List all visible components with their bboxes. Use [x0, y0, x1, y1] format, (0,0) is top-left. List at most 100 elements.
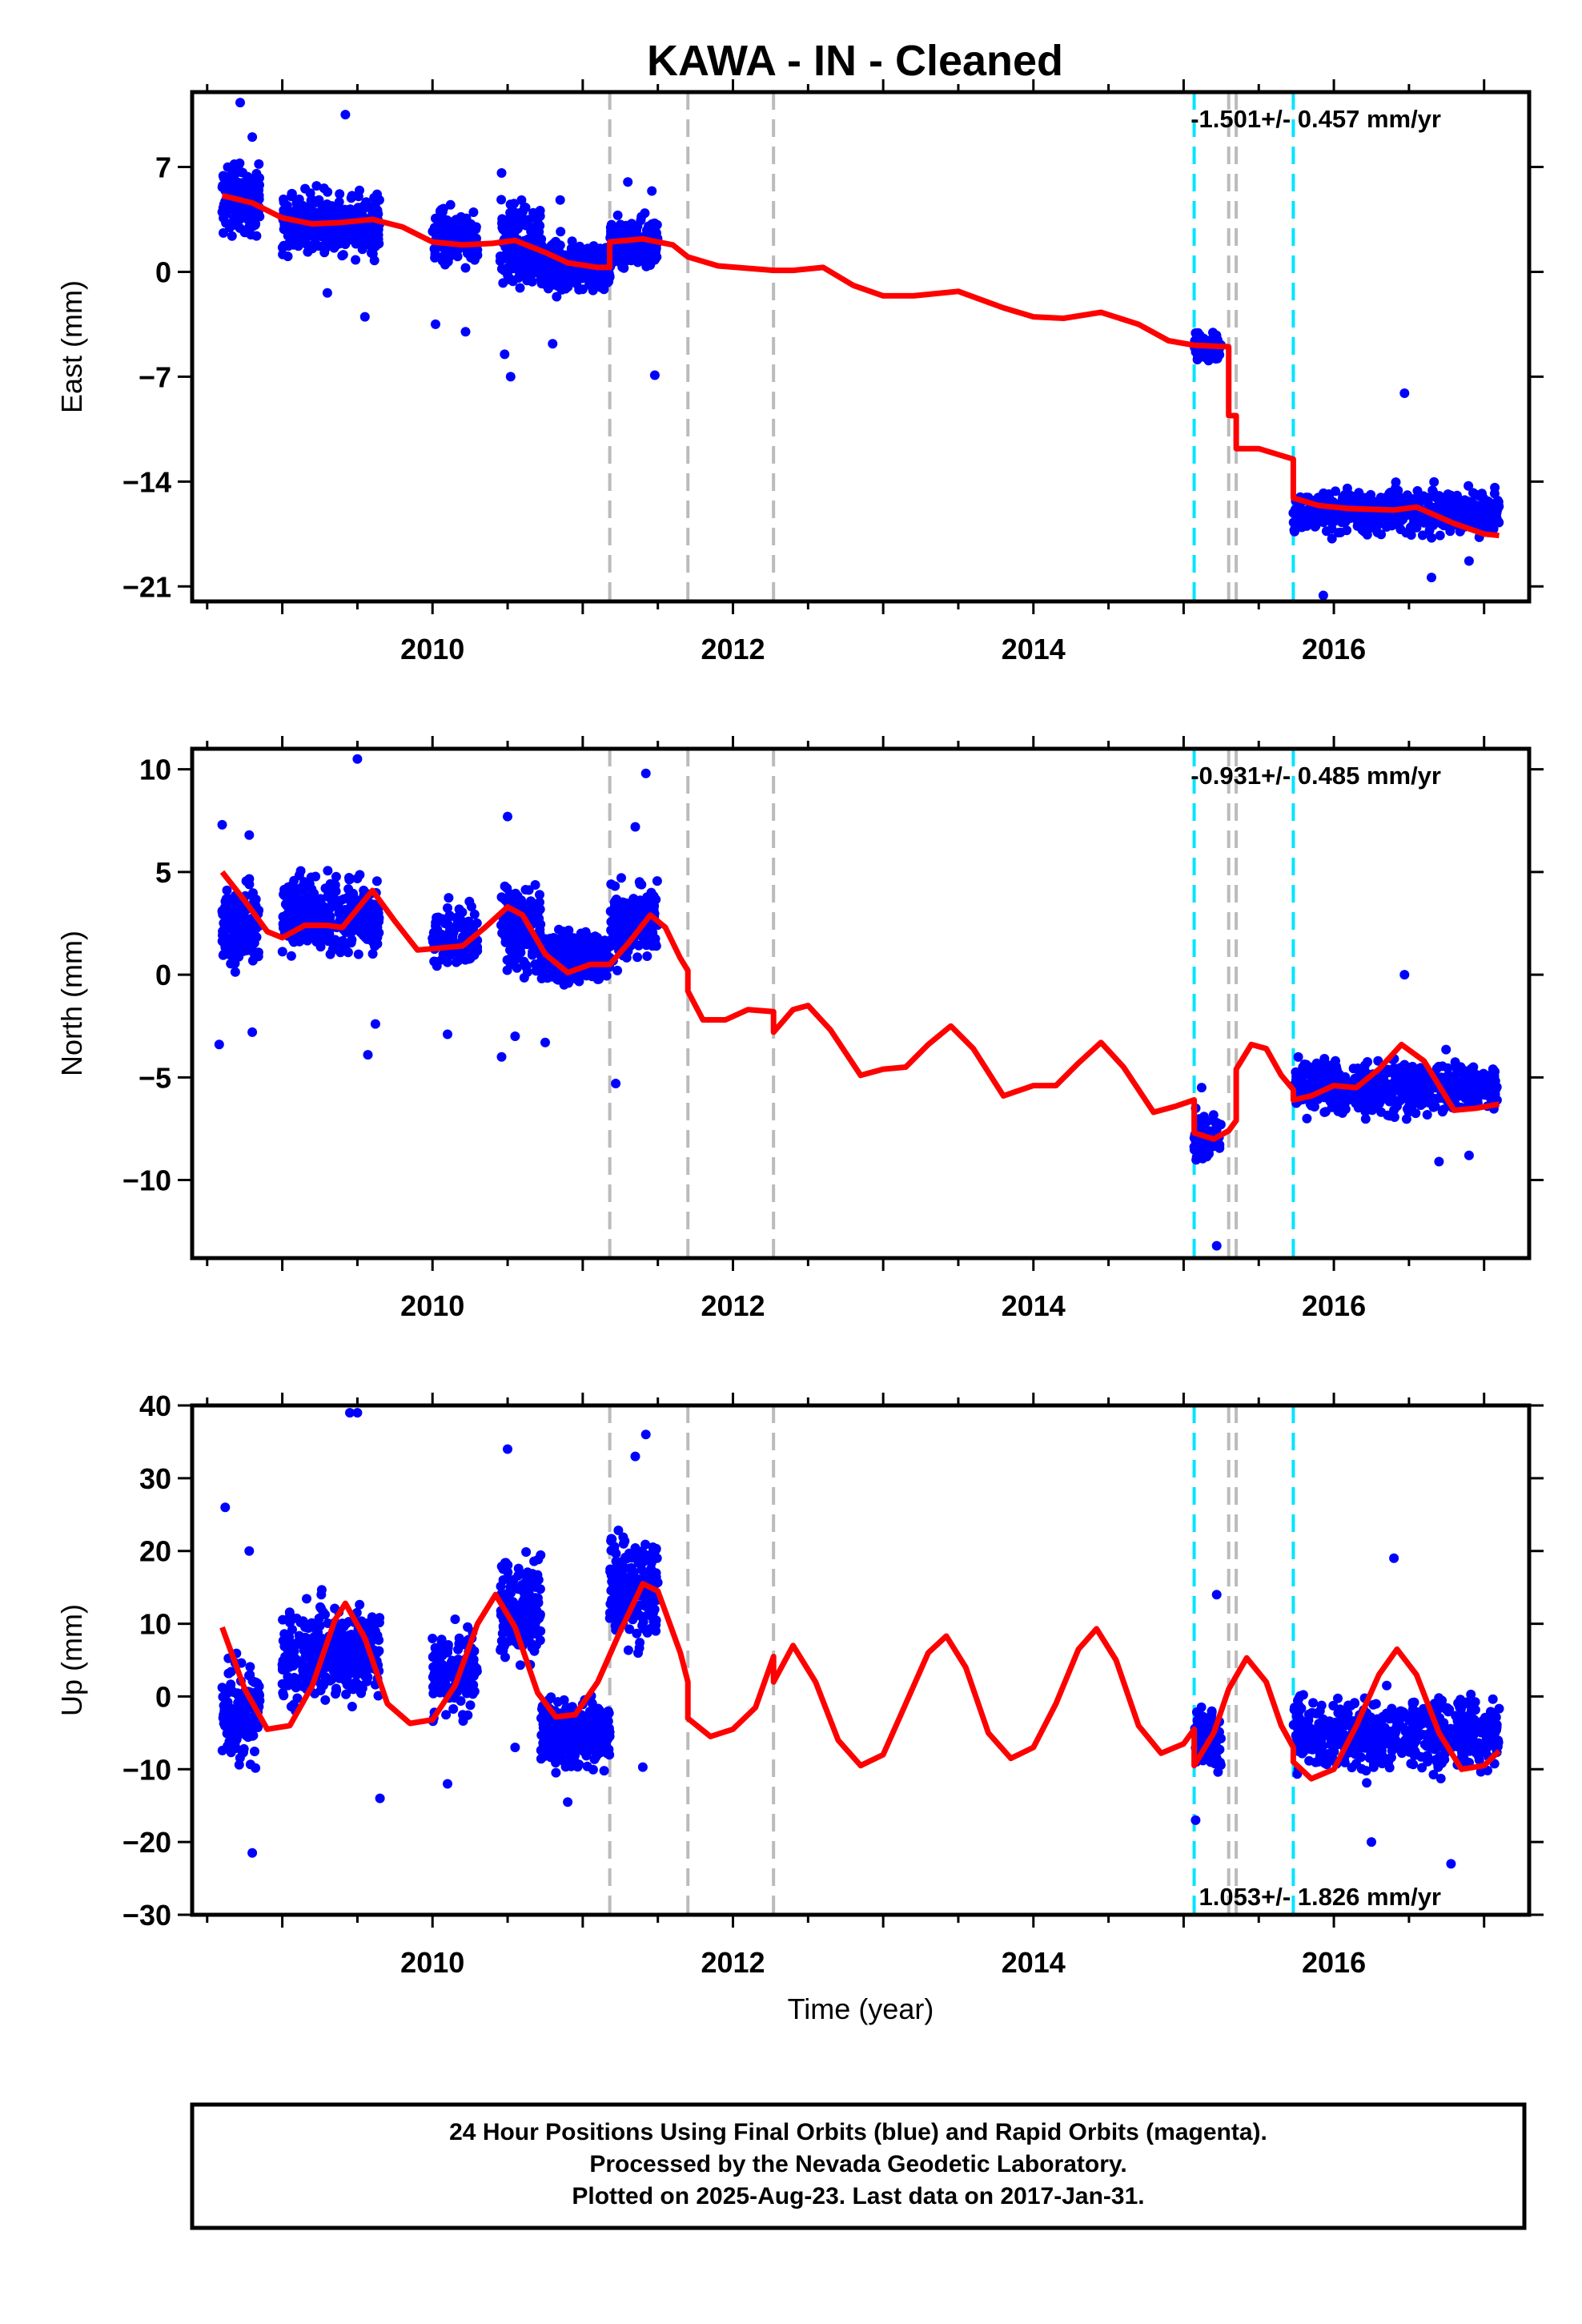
data-point [331, 871, 341, 882]
data-point [315, 902, 325, 912]
data-point [1305, 1078, 1315, 1088]
data-point [1331, 1055, 1340, 1066]
data-point [516, 211, 527, 222]
data-point [502, 927, 512, 938]
data-point [340, 110, 351, 120]
data-point [429, 243, 440, 254]
data-point [551, 236, 561, 247]
data-point [355, 185, 364, 195]
data-point [217, 1745, 227, 1755]
data-point [278, 1655, 288, 1666]
data-point [1335, 527, 1346, 537]
data-point [496, 892, 507, 903]
data-point [323, 907, 333, 917]
data-point [1400, 1078, 1411, 1088]
data-point [536, 973, 547, 983]
data-point [223, 922, 234, 932]
data-point [524, 266, 535, 276]
data-point [1439, 1104, 1449, 1115]
data-point [446, 950, 456, 960]
data-point [346, 1630, 356, 1639]
data-point [361, 197, 371, 207]
data-point [322, 227, 332, 237]
data-point [217, 907, 227, 917]
data-point [471, 224, 481, 235]
velocity-rate-label: -0.931+/- 0.485 mm/yr [1191, 762, 1441, 790]
data-point [372, 932, 383, 943]
data-point [530, 880, 540, 890]
data-point [543, 283, 553, 294]
data-point [320, 883, 331, 894]
data-point [455, 225, 465, 235]
data-point [341, 1689, 351, 1699]
data-point [505, 945, 515, 955]
data-point [633, 940, 644, 951]
data-point [1441, 1044, 1452, 1055]
data-point [575, 945, 584, 955]
data-point [652, 876, 662, 887]
data-point [442, 917, 452, 927]
data-point [468, 1680, 478, 1691]
data-point [287, 880, 298, 891]
x-tick-label: 2012 [701, 633, 765, 665]
data-point [286, 208, 296, 219]
data-point [510, 1031, 520, 1041]
data-point [244, 830, 255, 840]
data-point [287, 189, 297, 199]
data-point [1423, 493, 1432, 503]
data-point [1484, 514, 1494, 525]
data-point [460, 263, 471, 273]
data-point [251, 179, 261, 189]
data-point [321, 243, 331, 253]
data-point [548, 339, 558, 349]
data-point [1468, 1062, 1479, 1072]
data-point [509, 199, 520, 209]
data-point [606, 879, 616, 890]
data-point [218, 180, 228, 191]
data-point [503, 811, 512, 822]
data-point [251, 168, 262, 179]
data-point [286, 1612, 296, 1622]
data-point [559, 939, 569, 950]
data-point [331, 1668, 341, 1679]
data-point [636, 211, 647, 222]
data-point [621, 250, 632, 260]
data-point [1318, 514, 1328, 525]
data-point [647, 186, 657, 196]
data-point [465, 1700, 476, 1711]
data-point [584, 279, 594, 290]
data-point [1296, 506, 1307, 517]
data-point [616, 873, 626, 883]
data-point [443, 903, 452, 913]
data-point [498, 278, 508, 288]
data-point [353, 949, 363, 959]
data-point [444, 893, 454, 903]
velocity-rate-label: -1.501+/- 0.457 mm/yr [1191, 105, 1441, 133]
data-point [445, 251, 456, 261]
data-point [1196, 1083, 1207, 1093]
data-point [223, 1697, 233, 1707]
data-point [564, 930, 574, 940]
data-point [1489, 1076, 1500, 1087]
data-point [235, 98, 245, 108]
data-point [309, 239, 319, 250]
data-point [362, 1676, 372, 1687]
data-point [612, 965, 623, 975]
data-point [1352, 516, 1363, 526]
data-point [337, 1618, 347, 1629]
data-point [1348, 496, 1359, 506]
x-tick-label: 2010 [400, 633, 464, 665]
data-point [344, 875, 355, 885]
data-point [313, 227, 323, 237]
data-point [540, 268, 550, 279]
data-point [583, 931, 593, 942]
data-point [1363, 1093, 1372, 1104]
data-point [334, 197, 344, 207]
y-tick-label: 0 [155, 959, 171, 991]
data-point [644, 221, 653, 231]
data-point [1327, 524, 1337, 534]
data-point [1408, 494, 1419, 505]
